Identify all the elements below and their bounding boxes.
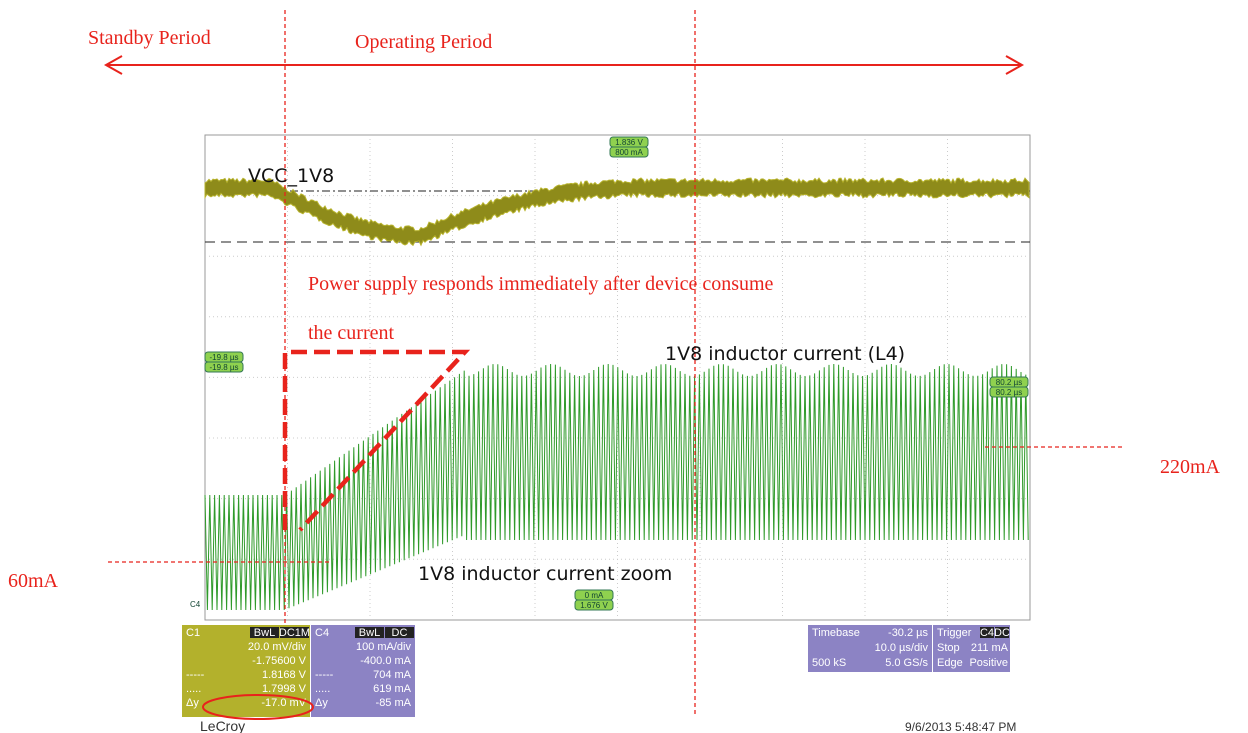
- brand: LeCroy: [200, 718, 245, 733]
- marker-text: -19.8 µs: [209, 353, 238, 362]
- trace-label: 1V8 inductor current (L4): [665, 343, 905, 365]
- readout-text: -30.2 µs: [888, 627, 928, 639]
- badge: [280, 627, 309, 638]
- marker-text: -19.8 µs: [209, 363, 238, 372]
- response-note: the current: [308, 322, 395, 344]
- vcc-trace: [204, 177, 1030, 247]
- badge-text: C4: [980, 627, 994, 639]
- trace-label: 1V8 inductor current zoom: [418, 563, 672, 585]
- badge-text: BwL: [359, 627, 380, 639]
- readout-text: Δy: [186, 697, 199, 709]
- marker-badge: [989, 386, 1029, 398]
- readout-text: .....: [186, 683, 201, 695]
- marker-text: 80.2 µs: [996, 388, 1022, 397]
- readout-text: -17.0 mV: [261, 697, 306, 709]
- readout-text: -----: [315, 669, 334, 681]
- readout-text: Trigger: [937, 627, 972, 639]
- marker-text: 1.836 V: [615, 138, 643, 147]
- readout-text: -400.0 mA: [360, 655, 411, 667]
- badge: [250, 627, 279, 638]
- readout-text: 1.8168 V: [262, 669, 307, 681]
- marker-text: 0 mA: [585, 591, 604, 600]
- readout-text: 704 mA: [373, 669, 412, 681]
- readout-text: Δy: [315, 697, 328, 709]
- readout-text: Timebase: [812, 627, 860, 639]
- badge: [385, 627, 414, 638]
- readout-text: Positive: [969, 657, 1008, 669]
- badge: [980, 627, 994, 638]
- channel-marker: C4: [190, 600, 201, 609]
- readout-text: 20.0 mV/div: [248, 641, 307, 653]
- readout-text: Edge: [937, 657, 963, 669]
- marker-text: 1.676 V: [580, 601, 608, 610]
- readout-text: .....: [315, 683, 330, 695]
- c4-panel: [311, 625, 415, 717]
- badge-text: DC: [994, 627, 1010, 639]
- readout-text: 619 mA: [373, 683, 412, 695]
- waveforms: [204, 177, 1030, 611]
- marker-badge: [204, 361, 244, 373]
- badge-text: DC1M: [279, 627, 310, 639]
- channel-name: C1: [186, 627, 200, 639]
- marker-badge: [609, 146, 649, 158]
- response-note: Power supply responds immediately after …: [308, 273, 774, 295]
- readouts: C1 BwL DC1M 20.0 mV/div -1.75600 V ----- 1.816…: [186, 627, 1010, 709]
- readout-text: Stop: [937, 642, 960, 654]
- channel-name: C4: [315, 627, 329, 639]
- readout-text: 211 mA: [971, 642, 1009, 654]
- level-label: 220mA: [1160, 456, 1221, 478]
- badge: [355, 627, 384, 638]
- operating-label: Operating Period: [355, 31, 492, 53]
- inductor-trace: [204, 363, 1029, 611]
- readout-text: -----: [186, 669, 205, 681]
- standby-label: Standby Period: [88, 27, 211, 49]
- readout-text: 500 kS: [812, 657, 846, 669]
- badge-text: BwL: [254, 627, 275, 639]
- timestamp: 9/6/2013 5:48:47 PM: [905, 720, 1016, 733]
- readout-text: 5.0 GS/s: [885, 657, 928, 669]
- c1-panel: [182, 625, 310, 717]
- timebase-panel: [808, 625, 932, 672]
- marker-badge: [574, 599, 614, 611]
- trace-label: VCC_1V8: [248, 165, 334, 187]
- marker-text: 800 mA: [615, 148, 643, 157]
- level-label: 60mA: [8, 570, 59, 592]
- readout-text: -1.75600 V: [252, 655, 306, 667]
- badge: [995, 627, 1009, 638]
- readout-text: -85 mA: [376, 697, 412, 709]
- highlight-shape: [282, 349, 471, 532]
- readout-text: 100 mA/div: [356, 641, 412, 653]
- badge-text: DC: [392, 627, 408, 639]
- readout-text: 1.7998 V: [262, 683, 307, 695]
- marker-text: 80.2 µs: [996, 378, 1022, 387]
- readout-text: 10.0 µs/div: [875, 642, 929, 654]
- highlight-ellipse: [202, 694, 314, 720]
- period-arrow: [103, 55, 1025, 75]
